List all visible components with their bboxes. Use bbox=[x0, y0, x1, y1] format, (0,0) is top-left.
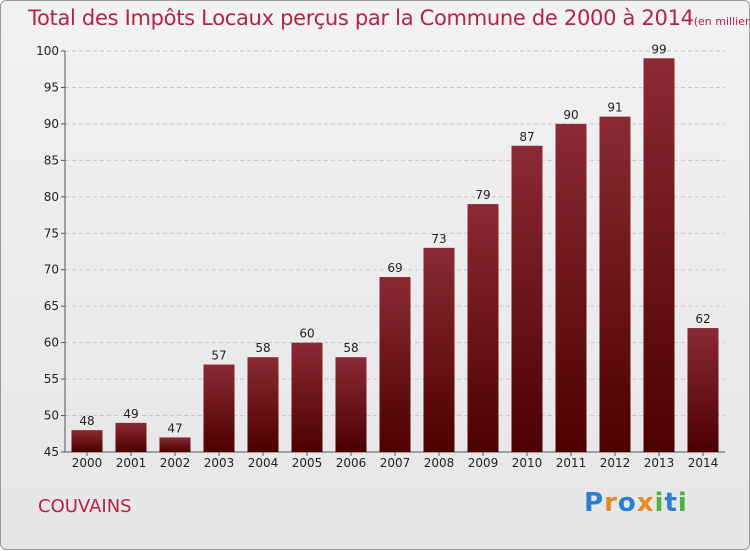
y-tick-label: 100 bbox=[36, 44, 59, 58]
logo-letter: t bbox=[664, 488, 678, 518]
bar-value-label: 48 bbox=[79, 414, 94, 428]
x-tick-label: 2005 bbox=[292, 456, 323, 470]
chart-title: Total des Impôts Locaux perçus par la Co… bbox=[28, 6, 750, 30]
bar bbox=[379, 277, 411, 452]
y-tick-label: 80 bbox=[44, 190, 59, 204]
commune-name: COUVAINS bbox=[38, 496, 132, 517]
bar bbox=[555, 123, 587, 452]
bar bbox=[291, 342, 323, 452]
bar bbox=[115, 422, 147, 452]
bar bbox=[71, 430, 103, 452]
bar bbox=[423, 247, 455, 452]
bar-value-label: 57 bbox=[211, 349, 226, 363]
y-tick-label: 65 bbox=[44, 299, 59, 313]
bar bbox=[643, 58, 675, 453]
chart-title-text: Total des Impôts Locaux perçus par la Co… bbox=[28, 6, 694, 30]
proxiti-logo: Proxiti bbox=[584, 488, 688, 518]
y-tick-label: 45 bbox=[44, 445, 59, 459]
x-tick-label: 2000 bbox=[72, 456, 103, 470]
y-tick-label: 95 bbox=[44, 80, 59, 94]
x-tick-label: 2012 bbox=[600, 456, 631, 470]
y-tick-label: 90 bbox=[44, 117, 59, 131]
bar-value-label: 99 bbox=[651, 42, 666, 56]
y-tick-label: 75 bbox=[44, 226, 59, 240]
bar-value-label: 58 bbox=[255, 341, 270, 355]
y-tick-label: 70 bbox=[44, 263, 59, 277]
bar-value-label: 79 bbox=[475, 188, 490, 202]
y-tick-label: 50 bbox=[44, 409, 59, 423]
bar bbox=[335, 357, 367, 452]
bar-value-label: 90 bbox=[563, 108, 578, 122]
x-tick-label: 2010 bbox=[512, 456, 543, 470]
bar-value-label: 87 bbox=[519, 130, 534, 144]
logo-letter: i bbox=[677, 488, 688, 518]
x-tick-label: 2007 bbox=[380, 456, 411, 470]
x-tick-label: 2011 bbox=[556, 456, 587, 470]
bar bbox=[203, 364, 235, 452]
y-tick-label: 60 bbox=[44, 336, 59, 350]
x-tick-label: 2002 bbox=[160, 456, 191, 470]
x-tick-label: 2001 bbox=[116, 456, 147, 470]
chart-unit: (en milliers d'€) bbox=[693, 15, 750, 28]
bar-value-label: 58 bbox=[343, 341, 358, 355]
x-tick-label: 2009 bbox=[468, 456, 499, 470]
x-tick-label: 2003 bbox=[204, 456, 235, 470]
bar-value-label: 73 bbox=[431, 232, 446, 246]
logo-letter: o bbox=[617, 488, 637, 518]
bar bbox=[687, 328, 719, 452]
x-tick-label: 2014 bbox=[688, 456, 719, 470]
x-tick-label: 2008 bbox=[424, 456, 455, 470]
y-tick-label: 55 bbox=[44, 372, 59, 386]
x-tick-label: 2013 bbox=[644, 456, 675, 470]
logo-letter: P bbox=[584, 488, 605, 518]
logo-letter: x bbox=[636, 488, 655, 518]
y-tick-label: 85 bbox=[44, 153, 59, 167]
bar-value-label: 62 bbox=[695, 312, 710, 326]
logo-letter: r bbox=[604, 488, 618, 518]
bar-value-label: 69 bbox=[387, 261, 402, 275]
bar bbox=[511, 145, 543, 453]
bar-value-label: 60 bbox=[299, 327, 314, 341]
bar bbox=[599, 116, 631, 453]
bar-value-label: 91 bbox=[607, 101, 622, 115]
x-tick-label: 2006 bbox=[336, 456, 367, 470]
logo-letter: i bbox=[654, 488, 665, 518]
bar bbox=[159, 437, 191, 452]
bar bbox=[467, 204, 499, 452]
bar bbox=[247, 357, 279, 452]
bar-value-label: 49 bbox=[123, 407, 138, 421]
x-tick-label: 2004 bbox=[248, 456, 279, 470]
bar-value-label: 47 bbox=[167, 421, 182, 435]
